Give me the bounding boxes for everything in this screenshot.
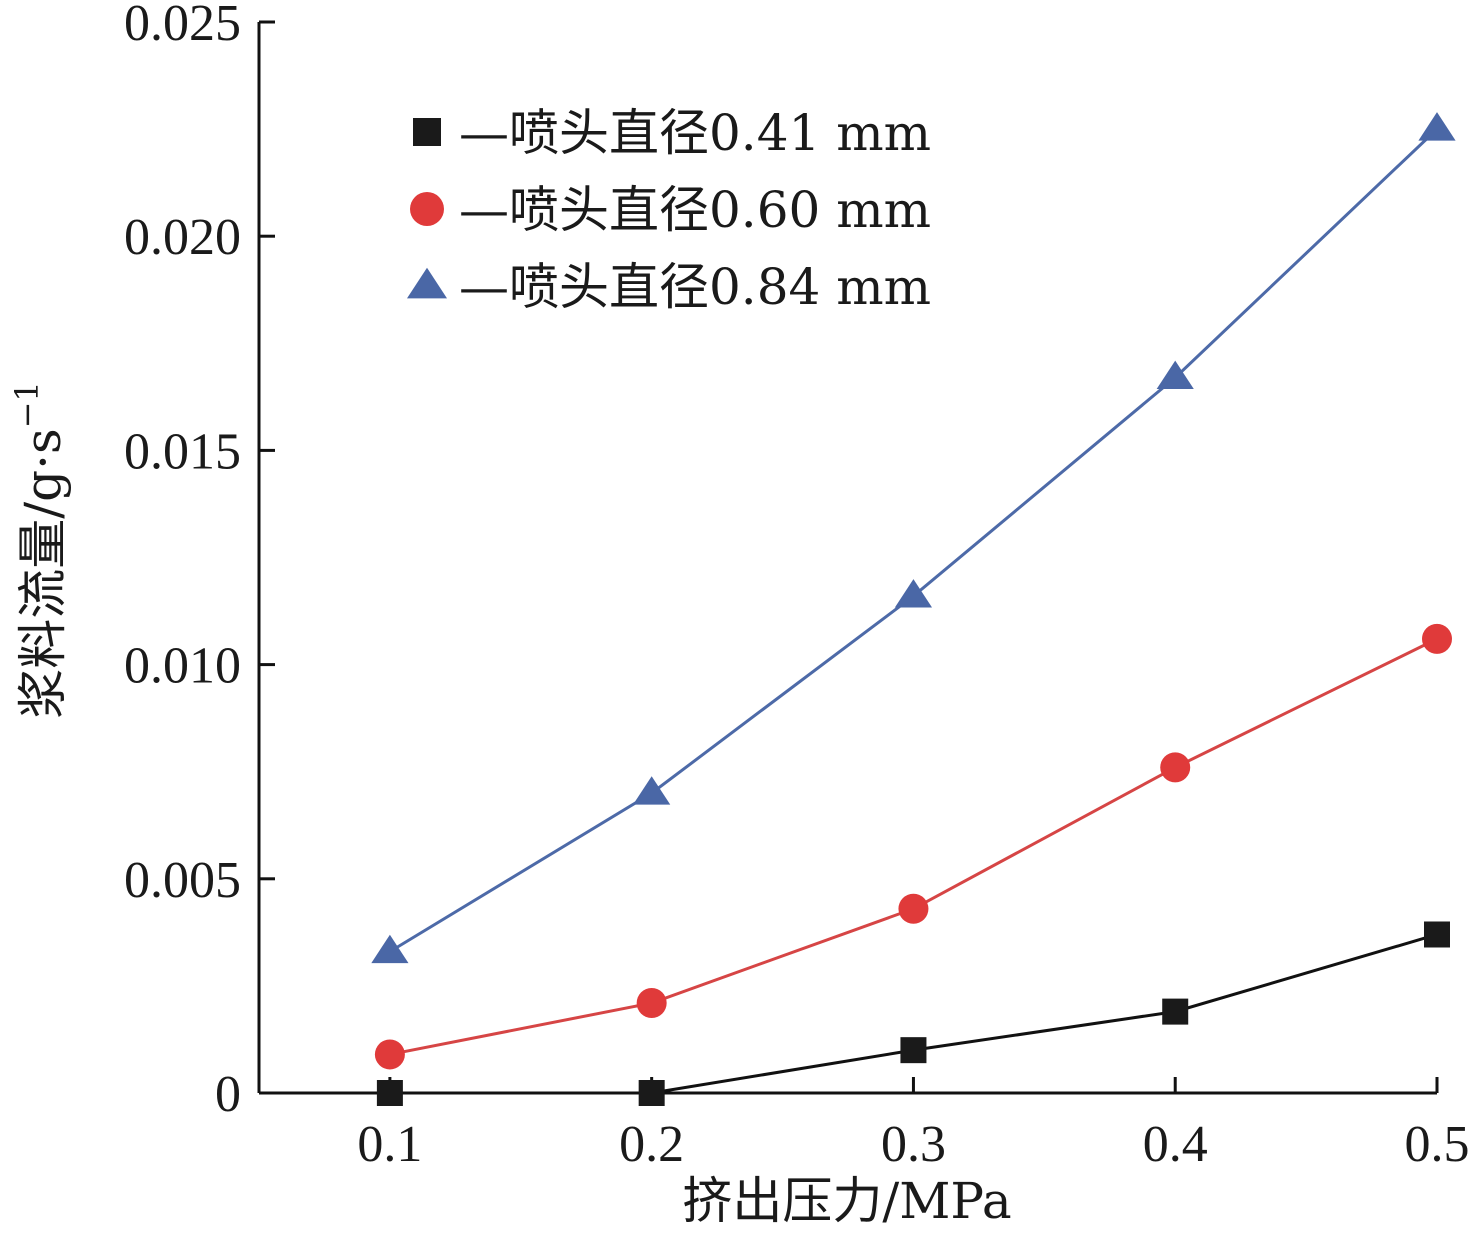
data-point-series-1 <box>638 1080 665 1106</box>
series-markers <box>371 112 1456 1106</box>
legend: —喷头直径0.41 mm —喷头直径0.60 mm —喷头直径0.84 mm <box>406 104 931 316</box>
data-point-series-2 <box>374 1039 405 1070</box>
data-point-series-3 <box>1156 360 1194 390</box>
y-axis-title-text: 浆料流量/g·s <box>14 428 72 718</box>
data-point-series-1 <box>1162 998 1189 1025</box>
data-point-series-2 <box>898 893 929 924</box>
data-point-series-2 <box>1422 623 1452 654</box>
data-point-series-1 <box>900 1037 927 1064</box>
data-point-series-1 <box>376 1080 403 1106</box>
x-tick-label: 0.1 <box>357 1116 422 1173</box>
y-axis-title: 浆料流量/g·s−1 <box>8 381 72 719</box>
series-line-2 <box>389 637 1438 1056</box>
legend-marker-1 <box>413 118 441 146</box>
data-point-series-2 <box>1160 752 1191 783</box>
series-line-1 <box>389 933 1438 1095</box>
y-tick-label: 0 <box>215 1066 241 1123</box>
data-point-series-3 <box>633 776 671 805</box>
x-axis-title: 挤出压力/MPa <box>682 1172 1011 1230</box>
y-axis-title-group: 浆料流量/g·s−1 <box>8 381 72 719</box>
series-line-3 <box>389 128 1439 953</box>
legend-marker-2 <box>410 192 444 226</box>
x-tick-label: 0.5 <box>1405 1116 1470 1173</box>
legend-marker-3 <box>406 267 448 299</box>
x-tick-label: 0.3 <box>881 1116 946 1173</box>
data-point-series-2 <box>636 988 667 1019</box>
y-tick-label: 0.005 <box>124 852 241 909</box>
data-point-series-1 <box>1424 921 1450 948</box>
y-tick-label: 0.025 <box>124 0 241 52</box>
data-point-series-3 <box>894 579 933 608</box>
x-tick-label: 0.4 <box>1143 1116 1208 1173</box>
y-tick-label: 0.020 <box>124 209 241 266</box>
legend-label-1: —喷头直径0.41 mm <box>459 104 931 162</box>
legend-label-3: —喷头直径0.84 mm <box>459 258 931 316</box>
legend-label-2: —喷头直径0.60 mm <box>459 181 931 239</box>
y-tick-label: 0.010 <box>124 638 241 695</box>
y-axis-ticks: 0 0.005 0.010 0.015 0.020 0.025 <box>124 0 275 1123</box>
data-point-series-3 <box>371 934 409 964</box>
data-point-series-3 <box>1418 112 1456 141</box>
x-axis-ticks: 0.1 0.2 0.3 0.4 0.5 <box>357 1077 1470 1173</box>
x-tick-label: 0.2 <box>619 1116 684 1173</box>
y-axis-title-superscript: −1 <box>8 381 46 428</box>
y-tick-label: 0.015 <box>124 423 241 480</box>
